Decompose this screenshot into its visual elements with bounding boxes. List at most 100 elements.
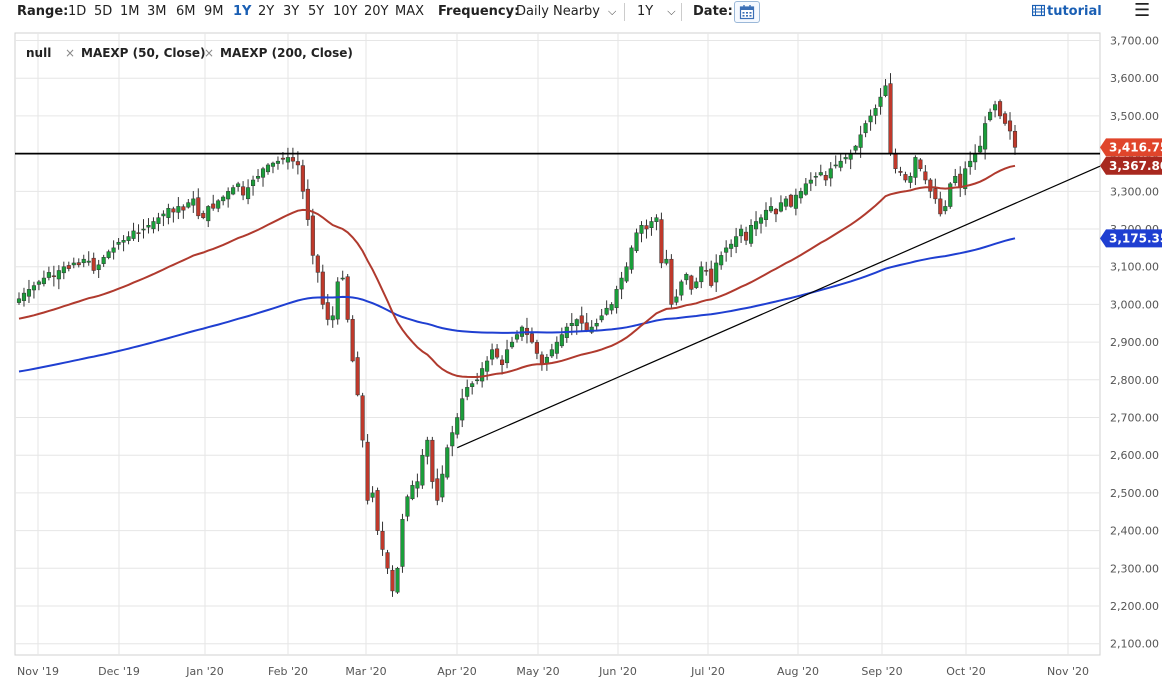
candle: [549, 349, 554, 357]
frequency-dropdown[interactable]: Daily Nearby ⌵: [516, 1, 616, 23]
candle: [246, 187, 251, 200]
candle: [400, 519, 405, 567]
candle: [156, 217, 161, 224]
candle: [106, 251, 111, 258]
range-2y[interactable]: 2Y: [258, 4, 275, 19]
candle: [176, 206, 181, 213]
candle: [415, 481, 420, 489]
candle: [81, 258, 86, 264]
trendline[interactable]: [456, 165, 1101, 449]
x-tick-label: Dec '19: [98, 665, 140, 678]
y-tick-label: 2,300.00: [1110, 562, 1159, 575]
candle: [425, 439, 430, 457]
range-10y[interactable]: 10Y: [333, 4, 358, 19]
candle: [968, 160, 973, 168]
candle: [206, 206, 211, 222]
hamburger-menu-icon[interactable]: ☰: [1134, 0, 1151, 21]
candle: [435, 478, 440, 501]
ma200-price-tag: 3,175.35: [1100, 229, 1168, 248]
candle: [46, 272, 51, 278]
candle: [61, 266, 66, 274]
candle: [624, 266, 629, 282]
date-label: Date:: [693, 4, 733, 19]
close-icon[interactable]: ×: [204, 46, 214, 60]
candle: [863, 123, 868, 134]
candle: [290, 157, 295, 162]
candle: [295, 161, 300, 166]
range-5d[interactable]: 5D: [94, 4, 113, 19]
range-1m[interactable]: 1M: [120, 4, 140, 19]
x-tick-label: Sep '20: [861, 665, 902, 678]
candle: [16, 298, 22, 303]
candle: [534, 342, 539, 354]
period-dropdown[interactable]: 1Y ⌵: [637, 1, 676, 23]
candle: [609, 304, 614, 311]
candle: [664, 258, 669, 264]
frequency-label: Frequency:: [438, 4, 520, 19]
candle: [196, 197, 201, 217]
range-6m[interactable]: 6M: [176, 4, 196, 19]
range-20y[interactable]: 20Y: [364, 4, 389, 19]
calendar-icon: [739, 5, 755, 20]
candle: [744, 231, 749, 241]
candle: [679, 281, 684, 296]
close-icon[interactable]: ×: [65, 46, 75, 60]
x-tick-label: Apr '20: [437, 665, 477, 678]
y-tick-label: 2,400.00: [1110, 525, 1159, 538]
candle: [375, 490, 380, 531]
x-tick-label: Oct '20: [946, 665, 986, 678]
range-3m[interactable]: 3M: [147, 4, 167, 19]
candle: [26, 289, 32, 297]
candle: [141, 228, 146, 231]
candle: [495, 348, 500, 358]
y-tick-label: 2,100.00: [1110, 638, 1159, 651]
candle: [405, 496, 410, 517]
candle: [385, 552, 390, 569]
calendar-button[interactable]: [734, 1, 760, 23]
candle: [365, 441, 370, 501]
candle: [509, 341, 515, 348]
candle: [833, 164, 838, 167]
tutorial-link[interactable]: tutorial: [1031, 1, 1102, 23]
candle: [390, 569, 395, 592]
candle: [86, 260, 91, 263]
candle: [649, 221, 654, 228]
candle: [838, 160, 843, 168]
candle: [420, 454, 425, 486]
candle: [460, 398, 465, 421]
candle: [963, 168, 968, 189]
y-tick-label: 2,200.00: [1110, 600, 1159, 613]
range-1y[interactable]: 1Y: [233, 4, 252, 19]
candle: [335, 281, 340, 320]
candle: [778, 202, 783, 212]
candle: [913, 157, 918, 178]
range-1d[interactable]: 1D: [68, 4, 87, 19]
tutorial-icon: [1031, 4, 1046, 17]
candle: [763, 209, 769, 220]
ma50-price-tag: 3,367.80: [1100, 156, 1168, 175]
candle: [674, 296, 679, 303]
candle: [500, 359, 505, 365]
candle: [480, 368, 485, 382]
candle: [41, 277, 46, 285]
candle: [285, 157, 290, 163]
range-5y[interactable]: 5Y: [308, 4, 325, 19]
y-tick-label: 3,100.00: [1110, 261, 1159, 274]
range-max[interactable]: MAX: [395, 4, 425, 19]
range-9m[interactable]: 9M: [204, 4, 224, 19]
candle: [395, 568, 400, 593]
ma50-line: [18, 164, 1016, 378]
candle: [749, 225, 754, 244]
candle: [490, 349, 495, 360]
candle: [51, 275, 56, 278]
candle: [116, 241, 121, 245]
candle: [131, 230, 136, 239]
candle: [908, 175, 913, 183]
candle: [211, 203, 216, 209]
candle: [943, 206, 948, 212]
range-3y[interactable]: 3Y: [283, 4, 300, 19]
candle: [465, 387, 470, 397]
candle: [599, 315, 604, 321]
candle: [325, 302, 330, 320]
